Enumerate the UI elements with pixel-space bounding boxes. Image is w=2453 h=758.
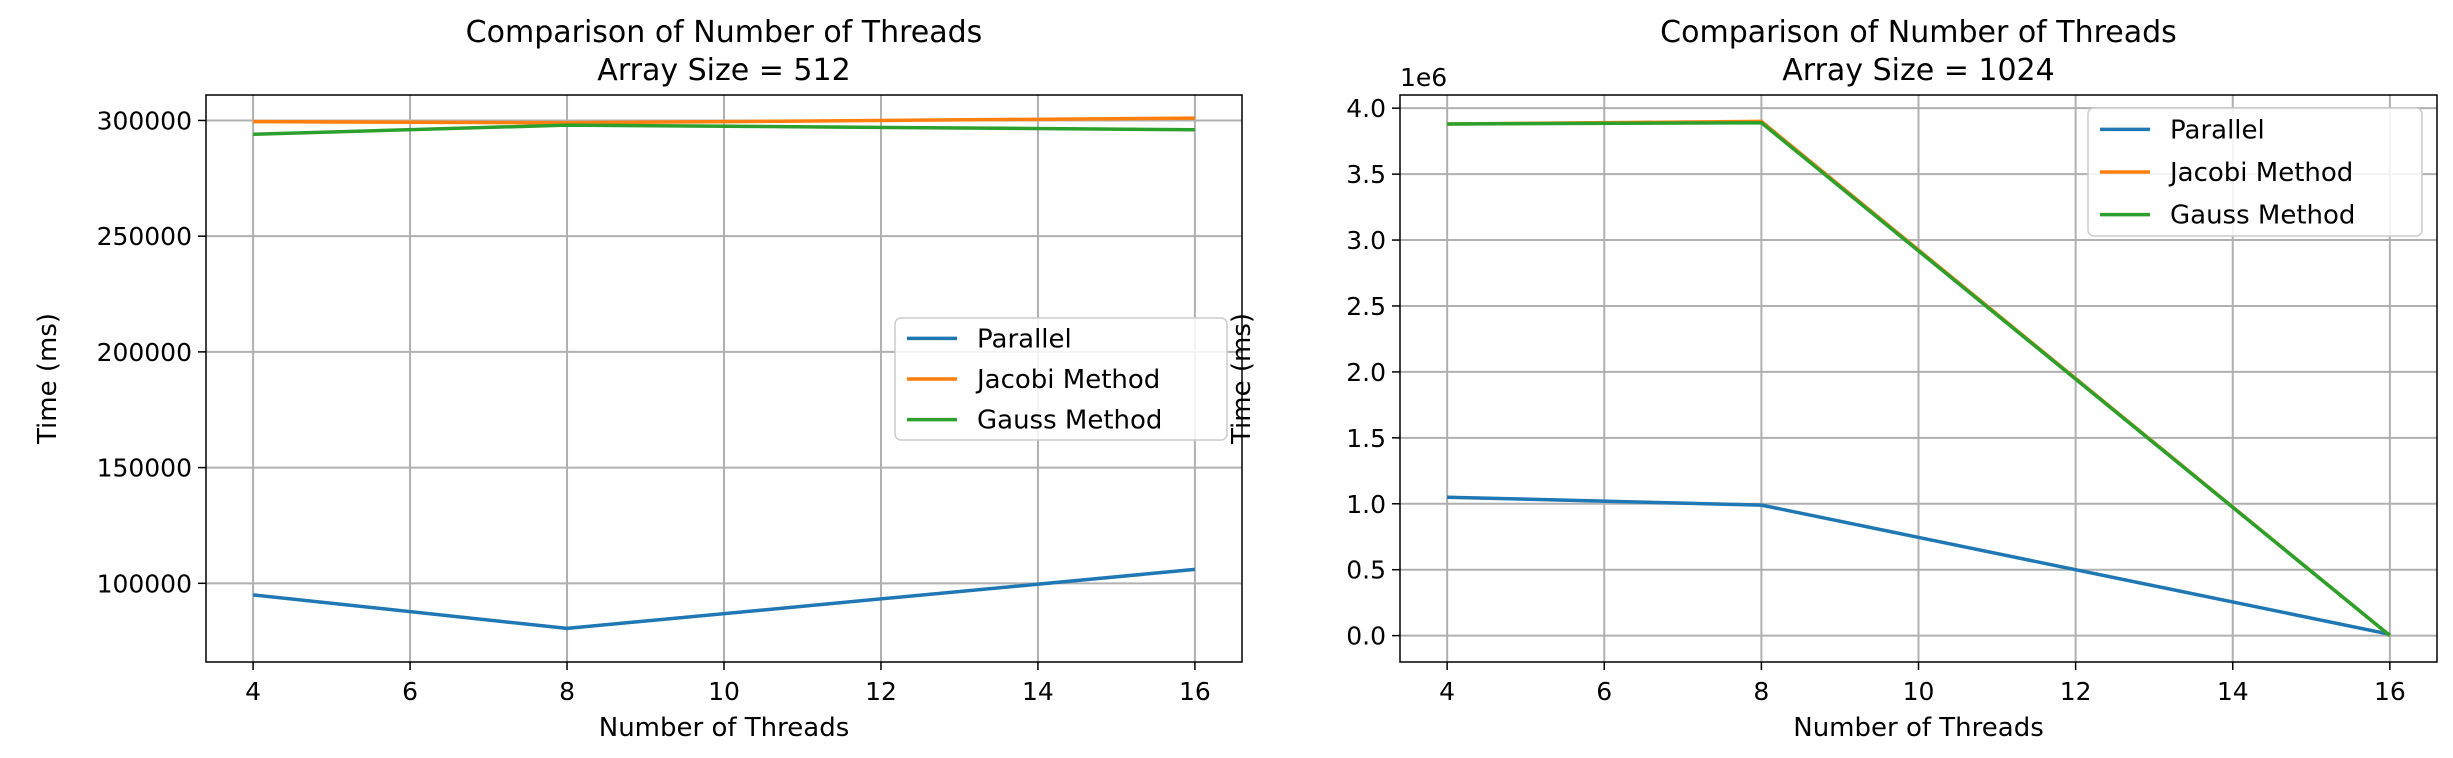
x-tick-label: 8: [559, 677, 575, 706]
y-tick-label: 2.0: [1346, 358, 1386, 387]
y-tick-label: 0.0: [1346, 622, 1386, 651]
x-tick-label: 16: [2374, 677, 2406, 706]
x-tick-label: 6: [402, 677, 418, 706]
x-axis-label: Number of Threads: [599, 713, 850, 743]
y-tick-label: 200000: [97, 338, 192, 367]
x-tick-label: 12: [865, 677, 897, 706]
legend-box: [894, 317, 1228, 441]
chart-title-line-1: Comparison of Number of Threads: [1660, 15, 2177, 50]
legend-label: Gauss Method: [2170, 201, 2355, 231]
chart-2: 4 6 8 10 12 14 16 0.0 0.5 1.0 1.5 2.0 2.5 3.0 3.5 4.0 1e…: [1227, 15, 2438, 743]
x-tick-label: 4: [245, 677, 261, 706]
x-tick-label: 4: [1439, 677, 1455, 706]
y-tick-label: 250000: [97, 222, 192, 251]
legend-label: Gauss Method: [977, 406, 1162, 436]
y-tick-label: 3.0: [1346, 226, 1386, 255]
series-line-parallel: [1447, 495, 2391, 637]
x-tick-label: 16: [1179, 677, 1211, 706]
legend-label: Jacobi Method: [975, 365, 1160, 395]
series-line-gauss-method: [253, 123, 1195, 137]
series-line-jacobi-method: [253, 116, 1195, 125]
y-tick-label: 150000: [97, 454, 192, 483]
y-tick-label: 100000: [97, 569, 192, 598]
x-tick-label: 10: [708, 677, 740, 706]
y-axis-label: Time (ms): [33, 313, 63, 445]
y-axis-label: Time (ms): [1227, 313, 1257, 445]
legend: Parallel Jacobi Method Gauss Method: [894, 317, 1228, 441]
x-tick-label: 14: [1022, 677, 1054, 706]
legend-label: Jacobi Method: [2168, 158, 2353, 188]
x-tick-label: 8: [1753, 677, 1769, 706]
series-line-gauss-method: [1447, 120, 2392, 637]
x-tick-label: 6: [1596, 677, 1612, 706]
x-tick-label: 14: [2217, 677, 2249, 706]
y-tick-label: 1.5: [1346, 424, 1386, 453]
y-tick-label: 0.5: [1346, 556, 1386, 585]
x-axis-label: Number of Threads: [1793, 713, 2044, 743]
series-line-parallel: [252, 567, 1196, 631]
chart-title-line-2: Array Size = 512: [597, 53, 850, 88]
x-tick-label: 10: [1903, 677, 1935, 706]
y-offset-label: 1e6: [1400, 63, 1447, 92]
legend-label: Parallel: [2170, 115, 2265, 145]
chart-title-line-1: Comparison of Number of Threads: [466, 15, 983, 50]
y-tick-label: 1.0: [1346, 490, 1386, 519]
chart-1: 4 6 8 10 12 14 16 100000 150000 200000 250000 30000…: [33, 15, 1243, 743]
chart-title-line-2: Array Size = 1024: [1782, 53, 2054, 88]
y-tick-label: 3.5: [1346, 160, 1386, 189]
y-tick-label: 300000: [97, 106, 192, 135]
y-tick-label: 4.0: [1346, 94, 1386, 123]
legend: Parallel Jacobi Method Gauss Method: [2087, 107, 2423, 237]
legend-label: Parallel: [977, 324, 1072, 354]
legend-box: [2087, 107, 2423, 237]
y-tick-label: 2.5: [1346, 292, 1386, 321]
x-tick-label: 12: [2060, 677, 2092, 706]
